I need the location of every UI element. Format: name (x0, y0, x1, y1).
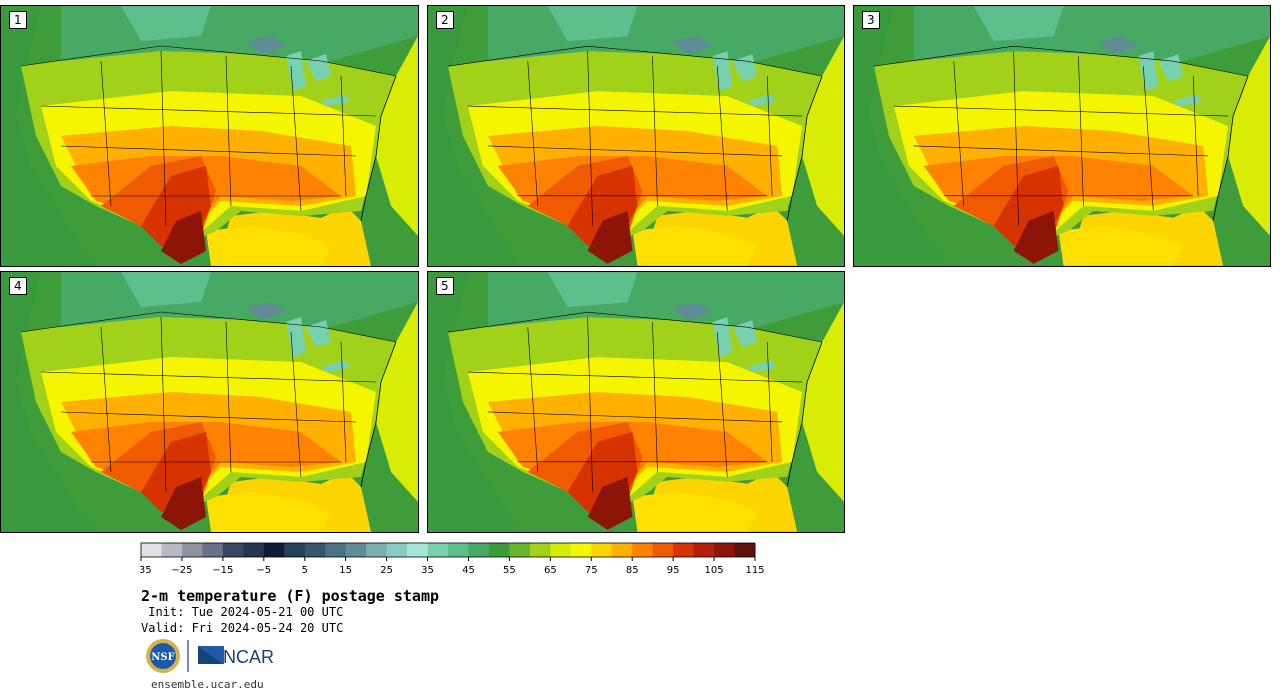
colorbar-swatch (366, 543, 387, 557)
colorbar-swatch (202, 543, 224, 557)
colorbar-swatch (448, 543, 469, 557)
colorbar-tick-label: 35 (421, 565, 434, 576)
map-panel-2: 2 (427, 5, 845, 267)
colorbar-swatch (652, 543, 674, 557)
colorbar-swatch (222, 543, 244, 557)
panel-label: 2 (436, 11, 454, 29)
map-panel-3: 3 (853, 5, 1271, 267)
colorbar-swatch (407, 543, 428, 557)
colorbar-swatch (284, 543, 306, 557)
colorbar-tick-label: 105 (705, 565, 724, 576)
colorbar-swatch (427, 543, 449, 557)
colorbar-swatch (693, 543, 715, 557)
colorbar-tick-label: 25 (380, 565, 393, 576)
logos: NSF NCAR (144, 638, 274, 680)
colorbar-swatch (550, 543, 572, 557)
colorbar-swatch (304, 543, 326, 557)
colorbar-border (140, 542, 756, 558)
temperature-map (854, 6, 1270, 266)
colorbar-swatch (509, 543, 531, 557)
map-panel-1: 1 (0, 5, 419, 267)
panel-label: 5 (436, 277, 454, 295)
colorbar-swatch (468, 543, 490, 557)
valid-time: Valid: Fri 2024-05-24 20 UTC (141, 621, 344, 635)
colorbar-swatch (263, 543, 285, 557)
colorbar-swatch (386, 543, 408, 557)
colorbar-tick-label: 55 (503, 565, 516, 576)
ncar-logo-text: NCAR (223, 647, 274, 667)
colorbar-tick-label: −15 (212, 565, 233, 576)
temperature-map (428, 272, 844, 532)
colorbar-swatch (161, 543, 183, 557)
colorbar-tick-label: −5 (256, 565, 271, 576)
colorbar-swatch (488, 543, 510, 557)
colorbar-tick-label: 15 (339, 565, 352, 576)
colorbar-swatch (611, 543, 633, 557)
colorbar-swatch (141, 543, 162, 557)
ncar-logo: NCAR (198, 646, 274, 667)
map-panel-5: 5 (427, 271, 845, 533)
colorbar-swatch (181, 543, 203, 557)
colorbar-swatch (529, 543, 551, 557)
map-panel-4: 4 (0, 271, 419, 533)
nsf-logo-text: NSF (151, 652, 174, 663)
panel-label: 1 (9, 11, 27, 29)
colorbar-tick-label: 45 (462, 565, 475, 576)
colorbar-swatch (570, 543, 592, 557)
colorbar-tick-label: 75 (585, 565, 598, 576)
colorbar-swatch (243, 543, 265, 557)
chart-title: 2-m temperature (F) postage stamp (141, 587, 440, 605)
temperature-map (1, 6, 418, 266)
colorbar-tick-label: 85 (626, 565, 639, 576)
site-url: ensemble.ucar.edu (151, 678, 264, 691)
colorbar-swatch (673, 543, 694, 557)
colorbar-tick-label: −25 (171, 565, 192, 576)
colorbar-tick-label: 5 (302, 565, 308, 576)
colorbar-tick-label: 95 (667, 565, 680, 576)
temperature-map (1, 272, 418, 532)
nsf-logo: NSF (146, 639, 180, 673)
colorbar-swatch (591, 543, 613, 557)
colorbar-tick-label: 115 (745, 565, 764, 576)
colorbar-swatch (345, 543, 367, 557)
init-time: Init: Tue 2024-05-21 00 UTC (141, 605, 344, 619)
colorbar-tick-label: −35 (140, 565, 152, 576)
panel-label: 4 (9, 277, 27, 295)
colorbar-swatch (325, 543, 346, 557)
colorbar: −35 −25 −15 −5 5 15 25 35 45 55 65 75 85 95 105 115 (140, 542, 765, 576)
colorbar-tick-label: 65 (544, 565, 557, 576)
panel-label: 3 (862, 11, 880, 29)
colorbar-swatch (734, 543, 756, 557)
temperature-map (428, 6, 844, 266)
colorbar-swatch (632, 543, 653, 557)
colorbar-swatch (714, 543, 735, 557)
